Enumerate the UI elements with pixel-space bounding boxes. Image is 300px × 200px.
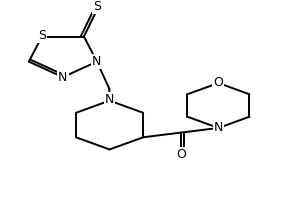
Text: S: S	[38, 29, 46, 42]
Text: O: O	[176, 148, 186, 161]
Text: N: N	[105, 93, 114, 106]
Text: N: N	[92, 55, 102, 68]
Text: N: N	[58, 71, 68, 84]
Text: S: S	[93, 0, 101, 13]
Text: O: O	[214, 76, 224, 89]
Text: N: N	[214, 121, 223, 134]
